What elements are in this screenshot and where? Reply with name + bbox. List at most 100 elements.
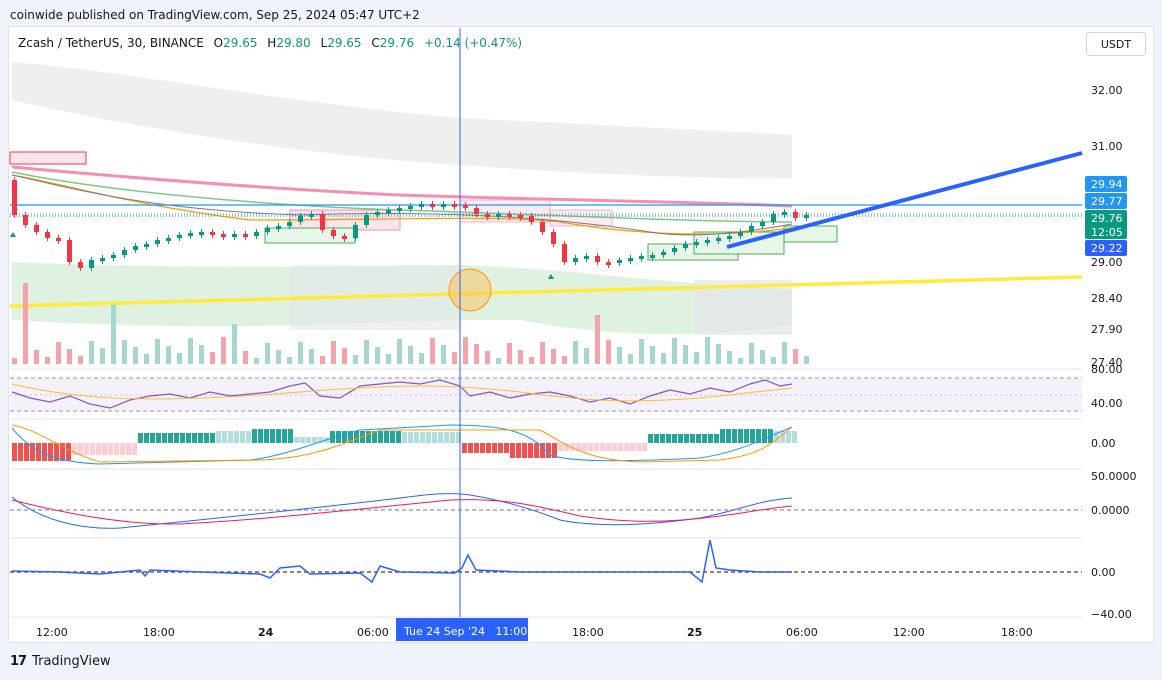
histogram-bar	[54, 443, 59, 461]
candle-body	[738, 232, 743, 236]
brand-name[interactable]: TradingView	[32, 654, 111, 669]
price-tick: 27.40	[1091, 356, 1123, 369]
volume-bar	[133, 347, 138, 364]
histogram-bar	[792, 431, 797, 443]
volume-bar	[496, 358, 501, 364]
candle-body	[276, 226, 281, 229]
candle-body	[320, 214, 325, 230]
volume-bar	[364, 340, 369, 364]
histogram-bar	[642, 443, 647, 451]
histogram-bar	[378, 431, 383, 443]
histogram-bar	[582, 443, 587, 451]
candle-body	[298, 216, 303, 222]
histogram-bar	[564, 443, 569, 451]
osc3-blue-line	[11, 493, 793, 529]
histogram-bar	[114, 443, 119, 455]
volume-bar	[639, 339, 644, 364]
histogram-bar	[774, 431, 779, 443]
histogram-bar	[168, 433, 173, 443]
histogram-bar	[444, 432, 449, 443]
volume-bar	[100, 348, 105, 364]
candle-body	[474, 208, 479, 214]
histogram-bar	[648, 434, 653, 443]
histogram-bar	[396, 431, 401, 443]
candle-body	[661, 252, 666, 255]
volume-bar	[529, 357, 534, 364]
histogram-bar	[552, 443, 557, 458]
histogram-bar	[252, 429, 257, 443]
blue-trend-line	[726, 151, 1083, 249]
histogram-bar	[66, 443, 71, 461]
histogram-bar	[318, 437, 323, 443]
histogram-bar	[216, 431, 221, 443]
histogram-bar	[636, 443, 641, 451]
histogram-bar	[204, 433, 209, 443]
histogram-bar	[468, 443, 473, 453]
histogram-bar	[30, 443, 35, 461]
candle-body	[529, 216, 534, 222]
volume-bar	[716, 344, 721, 364]
histogram-bar	[522, 443, 527, 458]
candle-body	[727, 236, 732, 239]
histogram-bar	[672, 434, 677, 443]
volume-bar	[749, 343, 754, 364]
symbol-name[interactable]: Zcash / TetherUS, 30, BINANCE	[18, 36, 204, 50]
volume-bar	[111, 305, 116, 364]
grey-ma	[11, 174, 793, 236]
histogram-bar	[570, 443, 575, 451]
histogram-bar	[162, 433, 167, 443]
close-value: 29.76	[379, 36, 415, 50]
histogram-bar	[102, 443, 107, 455]
histogram-bar	[690, 434, 695, 443]
candle-body	[639, 256, 644, 259]
histogram-bar	[456, 432, 461, 443]
histogram-bar	[348, 431, 353, 443]
volume-bar	[694, 352, 699, 364]
rsi-ma	[11, 383, 793, 402]
publish-info: coinwide published on TradingView.com, S…	[10, 8, 420, 22]
histogram-bar	[714, 434, 719, 443]
histogram-bar	[288, 429, 293, 443]
candle-body	[419, 204, 424, 207]
histogram-bar	[684, 434, 689, 443]
candle-body	[353, 225, 358, 238]
volume-bar	[298, 342, 303, 364]
tradingview-logo-icon[interactable]: 17	[10, 654, 27, 669]
volume-bar	[122, 340, 127, 364]
volume-bar	[452, 352, 457, 364]
volume-bar	[463, 337, 468, 364]
candle-body	[628, 258, 633, 261]
candle-body	[111, 255, 116, 258]
candle-body	[331, 230, 336, 236]
volume-bar	[683, 345, 688, 364]
histogram-bar	[516, 443, 521, 458]
histogram-bar	[732, 429, 737, 443]
volume-bar	[617, 347, 622, 364]
histogram-bar	[240, 431, 245, 443]
histogram-bar	[624, 443, 629, 451]
histogram-bar	[744, 429, 749, 443]
histogram-bar	[222, 431, 227, 443]
histogram-bar	[720, 429, 725, 443]
histogram-bar	[750, 429, 755, 443]
price-axis: 32.00 31.00 29.00 28.40 27.90 27.40 80.0…	[1091, 84, 1137, 621]
candle-body	[232, 234, 237, 237]
histogram-bar	[150, 433, 155, 443]
histogram-bar	[120, 443, 125, 455]
candle-body	[265, 228, 270, 232]
histogram-bar	[276, 429, 281, 443]
candle-body	[166, 238, 171, 241]
time-tick: 06:00	[357, 626, 389, 639]
histogram-bar	[186, 433, 191, 443]
candle-body	[34, 225, 39, 232]
volume-bar	[606, 340, 611, 364]
histogram-bar	[300, 437, 305, 443]
time-axis: 12:00 18:00 24 06:00 18:00 25 06:00 12:0…	[36, 626, 1033, 639]
currency-button[interactable]: USDT	[1086, 32, 1146, 56]
histogram-bar	[480, 443, 485, 453]
histogram-bar	[696, 434, 701, 443]
candle-body	[463, 205, 468, 208]
volume-bars	[12, 283, 809, 364]
volume-bar	[78, 356, 83, 364]
